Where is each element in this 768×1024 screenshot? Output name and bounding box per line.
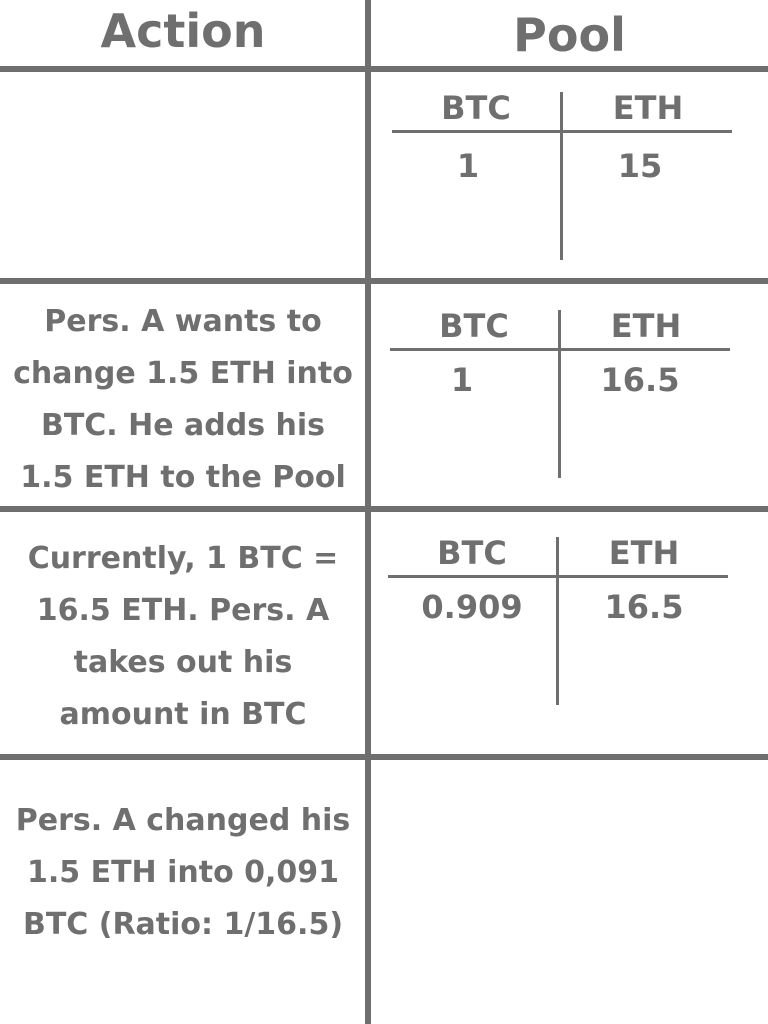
- row-1-pool-table: BTC ETH 1 15: [392, 89, 732, 260]
- action-header: Action: [100, 4, 266, 58]
- pool-table-vline: [556, 537, 559, 705]
- pool-btc-value: 0.909: [421, 588, 523, 626]
- divider-header: [0, 66, 768, 72]
- row-1-action: [0, 72, 366, 278]
- row-3-pool-table: BTC ETH 0.909 16.5: [388, 534, 728, 705]
- pool-btc-value: 1: [450, 361, 474, 399]
- pool-eth-header: ETH: [610, 307, 682, 345]
- row-4-action: Pers. A changed his 1.5 ETH into 0,091 B…: [15, 803, 351, 942]
- pool-eth-header: ETH: [608, 534, 680, 572]
- divider-row-3: [0, 754, 768, 760]
- pool-table-vline: [558, 310, 561, 478]
- divider-row-2: [0, 506, 768, 512]
- divider-row-1: [0, 278, 768, 284]
- pool-eth-value: 16.5: [600, 361, 680, 399]
- pool-btc-header: BTC: [441, 89, 511, 127]
- pool-table-vline: [560, 92, 563, 260]
- row-2-pool-table: BTC ETH 1 16.5: [390, 307, 730, 478]
- pool-btc-header: BTC: [439, 307, 509, 345]
- row-2-action: Pers. A wants to change 1.5 ETH into BTC…: [13, 304, 353, 495]
- pool-btc-value: 1: [456, 147, 480, 185]
- pool-header: Pool: [513, 8, 626, 62]
- pool-eth-value: 16.5: [604, 588, 684, 626]
- pool-btc-header: BTC: [437, 534, 507, 572]
- pool-eth-value: 15: [617, 147, 663, 185]
- pool-eth-header: ETH: [612, 89, 684, 127]
- divider-vertical: [365, 0, 371, 1024]
- row-3-action: Currently, 1 BTC = 16.5 ETH. Pers. A tak…: [27, 541, 339, 732]
